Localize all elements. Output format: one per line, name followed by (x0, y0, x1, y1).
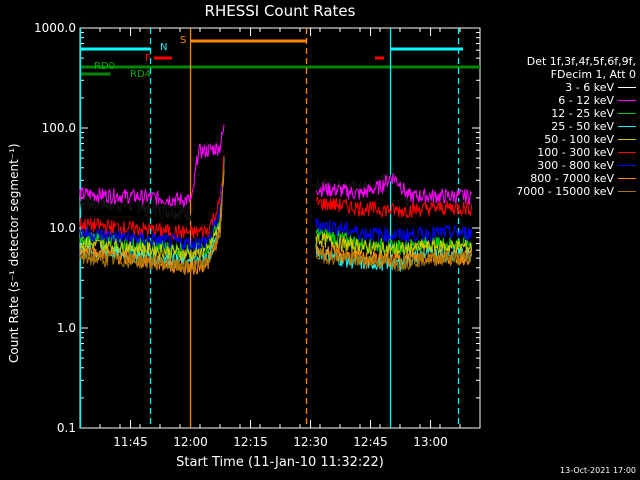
legend-item: 800 - 7000 keV (480, 172, 636, 185)
legend-item-label: 800 - 7000 keV (530, 172, 614, 185)
legend-item: 12 - 25 keV (480, 107, 636, 120)
legend-item: 300 - 800 keV (480, 159, 636, 172)
x-axis-ticks: 11:45 12:00 12:15 12:30 12:45 13:00 (79, 28, 481, 449)
legend-swatch (618, 177, 636, 180)
legend-item-label: 7000 - 15000 keV (516, 185, 614, 198)
series-line-6 (315, 196, 472, 219)
legend-swatch (618, 112, 636, 115)
series-line-4 (315, 243, 472, 273)
y-tick-label: 100.0 (42, 121, 76, 135)
y-axis-ticks: 0.1 1.0 10.0 100.0 1000.0 (34, 21, 480, 435)
legend-swatch (618, 125, 636, 128)
legend-swatch (618, 164, 636, 167)
y-tick-label: 1.0 (57, 321, 76, 335)
legend-item: 7000 - 15000 keV (480, 185, 636, 198)
legend-item-label: 100 - 300 keV (537, 146, 614, 159)
legend-swatch (618, 151, 636, 154)
legend-item: 50 - 100 keV (480, 133, 636, 146)
y-tick-label: 0.1 (57, 421, 76, 435)
series-line-2 (79, 124, 225, 209)
x-tick-label: 12:30 (293, 435, 328, 449)
x-tick-label: 13:00 (413, 435, 448, 449)
legend-item-label: 300 - 800 keV (537, 159, 614, 172)
flag-label: S (180, 35, 186, 46)
legend-item: 6 - 12 keV (480, 94, 636, 107)
legend-swatch (618, 138, 636, 141)
legend-header-2: FDecim 1, Att 0 (550, 68, 636, 81)
legend-swatch (618, 86, 636, 89)
x-tick-label: 12:45 (353, 435, 388, 449)
x-tick-label: 12:15 (233, 435, 268, 449)
series-line-2 (315, 173, 472, 206)
legend-item-label: 25 - 50 keV (551, 120, 614, 133)
timestamp: 13-Oct-2021 17:00 (560, 466, 636, 475)
flag-label: F (145, 53, 151, 64)
series-line-6 (79, 155, 225, 240)
legend-item: 3 - 6 keV (480, 81, 636, 94)
legend-item-label: 3 - 6 keV (565, 81, 614, 94)
legend-item-label: 50 - 100 keV (544, 133, 614, 146)
x-tick-label: 12:00 (173, 435, 208, 449)
y-tick-label: 1000.0 (34, 21, 76, 35)
flag-label: RD0 (94, 61, 115, 72)
y-axis-label: Count Rate (s⁻¹ detector segment⁻¹) (7, 143, 21, 363)
legend-item-label: 6 - 12 keV (558, 94, 614, 107)
legend-header-1: Det 1f,3f,4f,5f,6f,9f, (526, 55, 636, 68)
flag-label: N (160, 42, 167, 53)
series-line-9 (315, 247, 472, 272)
legend-swatch (618, 190, 636, 193)
x-tick-label: 11:45 (113, 435, 148, 449)
series-line-9 (79, 163, 225, 276)
legend-items: 3 - 6 keV 6 - 12 keV 12 - 25 keV 25 - 50 ke… (480, 81, 636, 198)
y-tick-label: 10.0 (49, 221, 76, 235)
chart-title: RHESSI Count Rates (204, 2, 356, 20)
flag-bars: S NF RD0 RD4 (80, 35, 480, 80)
series-line-5 (315, 232, 472, 258)
flag-label: RD4 (130, 69, 151, 80)
legend-item: 25 - 50 keV (480, 120, 636, 133)
series-line-7 (79, 166, 225, 252)
legend-item-label: 12 - 25 keV (551, 107, 614, 120)
series-line-7 (315, 218, 472, 244)
series-lines (79, 124, 472, 276)
legend: Det 1f,3f,4f,5f,6f,9f, FDecim 1, Att 0 3… (480, 55, 636, 198)
legend-swatch (618, 99, 636, 102)
legend-item: 100 - 300 keV (480, 146, 636, 159)
x-axis-label: Start Time (11-Jan-10 11:32:22) (176, 455, 384, 470)
